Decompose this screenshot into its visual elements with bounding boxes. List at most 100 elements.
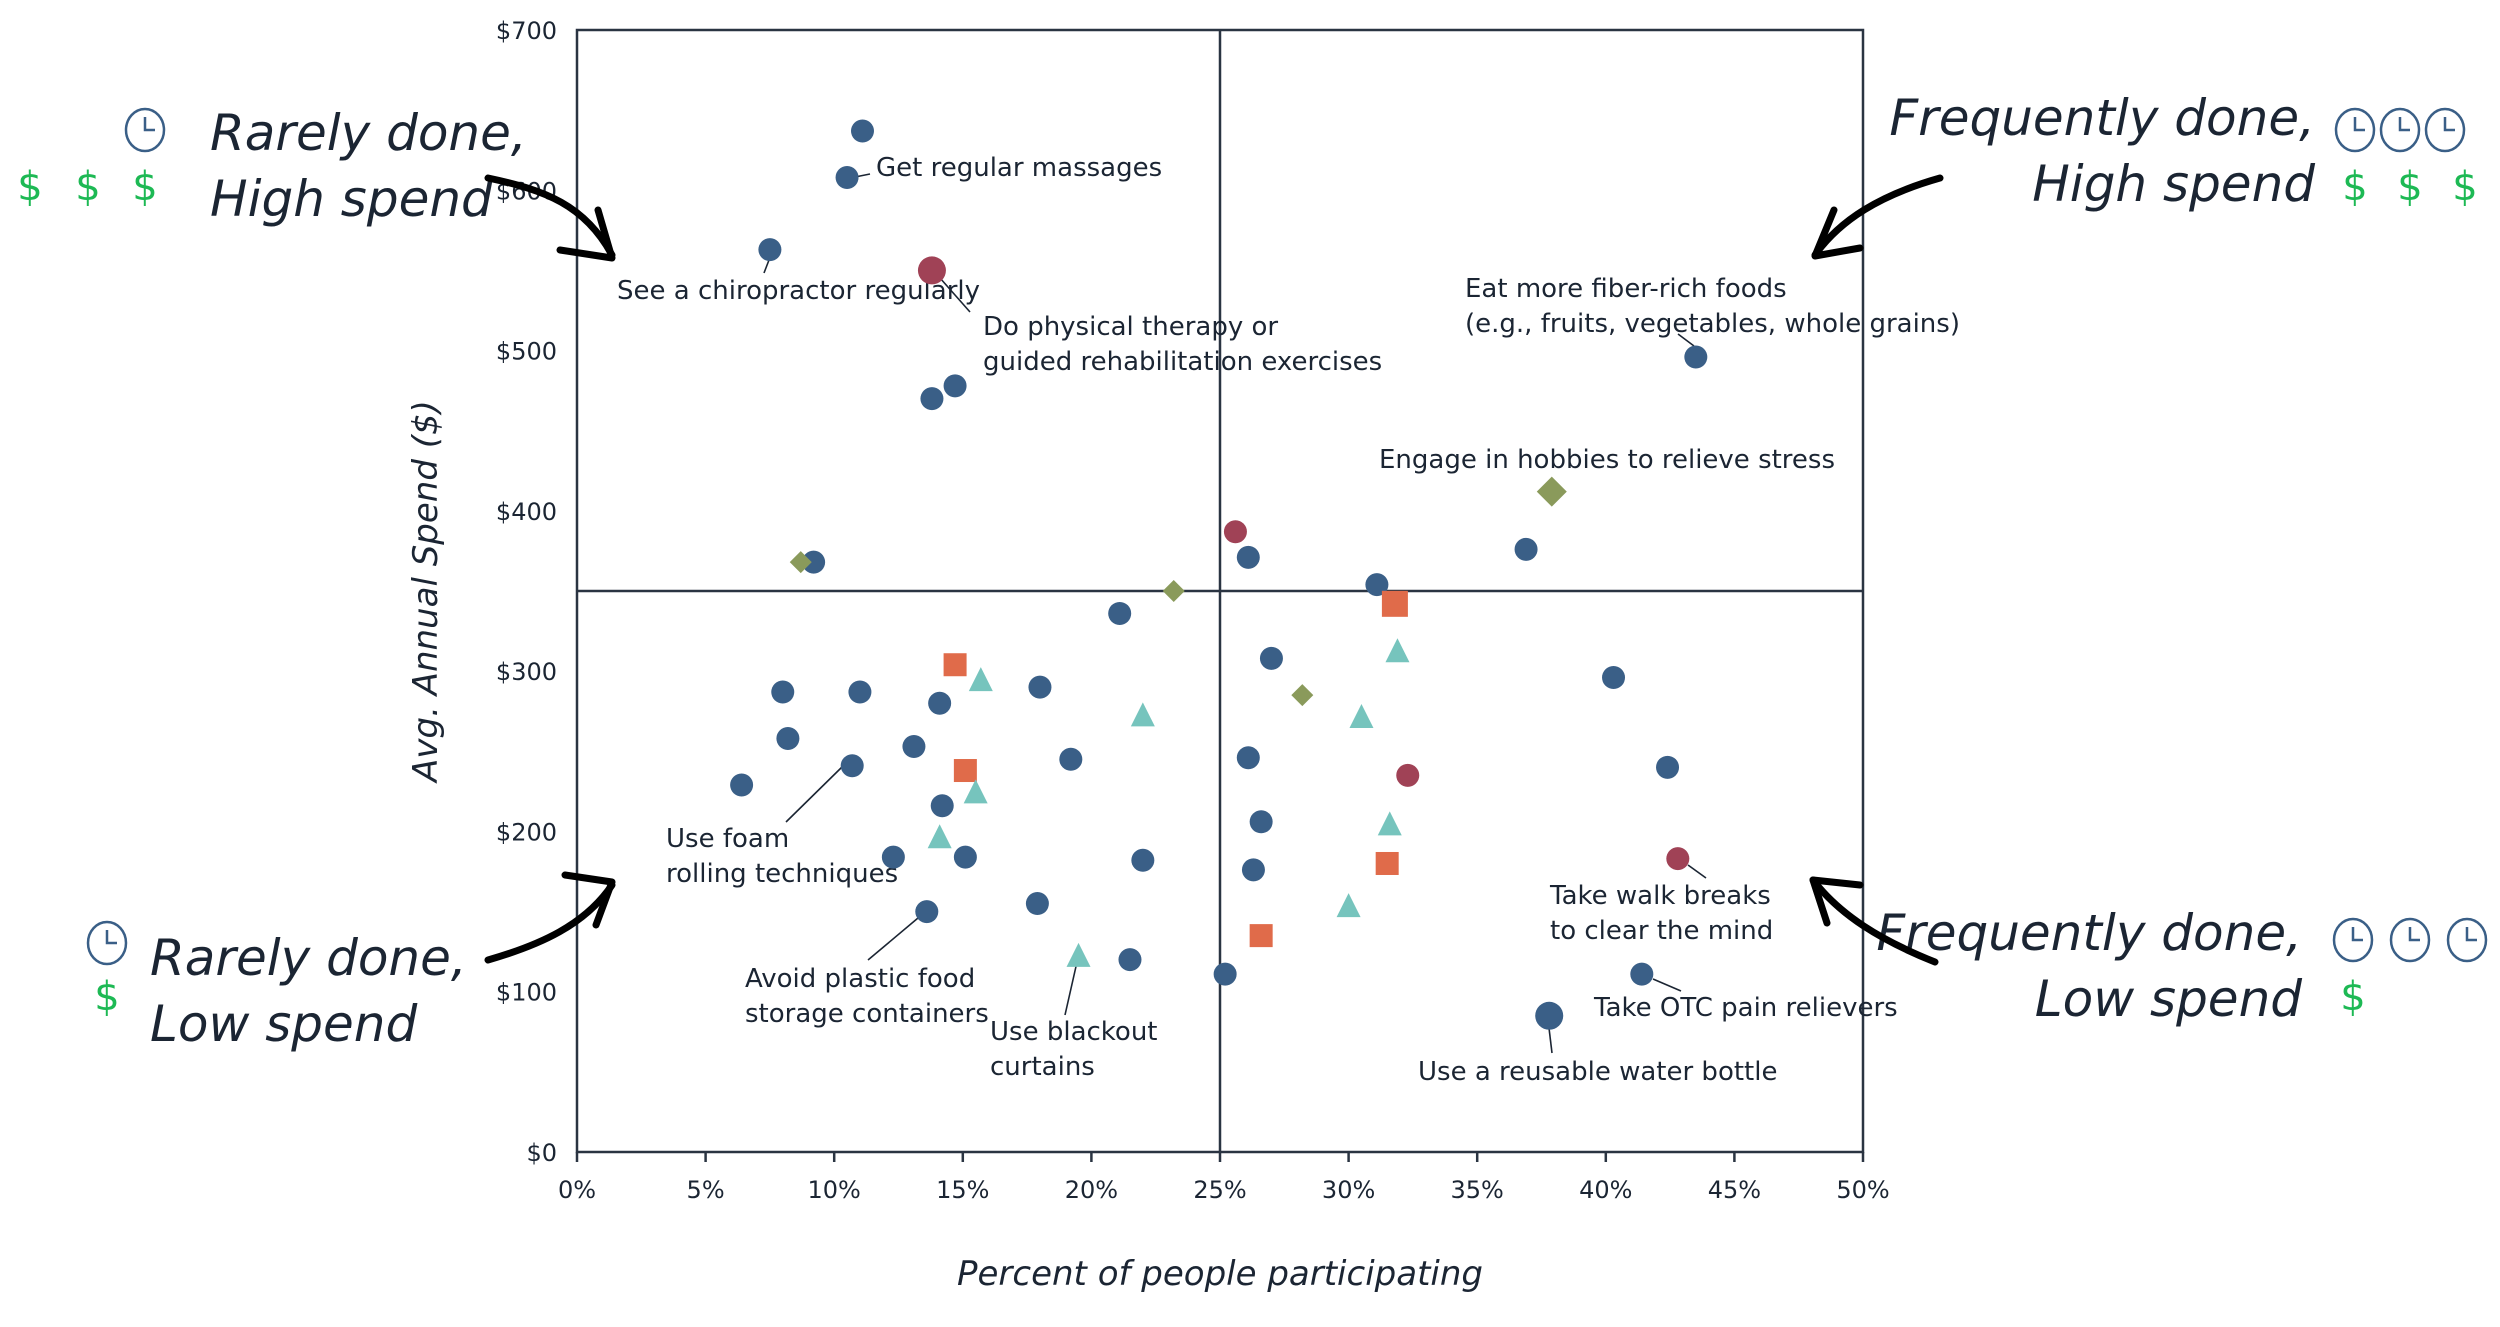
data-point-red-circle <box>1223 520 1247 544</box>
quadrant-label: Rarely done, Low spend <box>150 929 467 1053</box>
data-point-orange-square <box>953 759 977 783</box>
arrow-icon <box>484 174 616 259</box>
point-label: Take OTC pain relievers <box>1593 993 1898 1023</box>
dollar-icon: $ <box>132 164 157 210</box>
data-points <box>730 119 1708 1030</box>
data-point-teal-triangle <box>927 824 952 849</box>
label-leader-line <box>1652 978 1682 992</box>
point-label: Use a reusable water bottle <box>1418 1057 1777 1087</box>
quadrant-label: Frequently done, High spend <box>1889 89 2315 213</box>
data-point-blue-circle <box>1249 810 1273 834</box>
dollar-icon: $ <box>2340 974 2365 1020</box>
data-point-blue-circle <box>802 550 826 574</box>
data-point-blue-circle <box>1059 747 1083 771</box>
arrow-head-icon <box>561 871 616 929</box>
data-point-blue-circle <box>1236 545 1260 569</box>
label-leader-line <box>1687 864 1707 879</box>
x-tick-label: 45% <box>1708 1176 1761 1204</box>
data-point-blue-circle <box>1684 345 1708 369</box>
arrow-head-icon <box>1811 206 1864 260</box>
y-axis-title: Avg. Annual Spend ($) <box>406 400 446 784</box>
data-point-blue-circle <box>1025 892 1049 916</box>
data-point-teal-triangle <box>1336 893 1361 918</box>
data-point-blue-circle <box>1213 962 1237 986</box>
data-point-blue-circle <box>1131 848 1155 872</box>
data-point-teal-triangle <box>963 779 988 804</box>
data-point-blue-circle <box>920 387 944 411</box>
data-point-blue-circle <box>943 374 967 398</box>
data-point-blue-circle <box>1630 962 1654 986</box>
data-point-blue-circle <box>902 734 926 758</box>
data-point-orange-square <box>943 653 967 677</box>
data-point-red-circle <box>917 256 946 285</box>
data-point-blue-circle <box>758 238 782 262</box>
data-point-teal-triangle <box>1130 702 1155 727</box>
data-point-blue-circle <box>930 794 954 818</box>
y-tick-label: $400 <box>496 498 557 526</box>
x-tick-label: 5% <box>687 1176 725 1204</box>
data-point-blue-circle <box>1602 666 1626 690</box>
data-point-blue-circle <box>840 754 864 778</box>
annotation-top-left: Rarely done, High spend $ $ $ <box>17 104 616 262</box>
clock-icon <box>86 920 128 966</box>
data-point-blue-circle <box>776 726 800 750</box>
dollar-icon: $ <box>94 974 119 1020</box>
clock-icon <box>2332 917 2374 963</box>
label-leader-line <box>1548 1027 1553 1054</box>
point-label: Get regular massages <box>876 153 1162 183</box>
data-point-blue-circle <box>1259 646 1283 670</box>
label-leader-line <box>1677 333 1695 347</box>
y-tick-label: $500 <box>496 338 557 366</box>
data-point-teal-triangle <box>1349 704 1374 729</box>
dollar-icon: $ <box>17 164 42 210</box>
data-point-orange-square <box>1249 924 1273 948</box>
data-point-blue-circle <box>953 845 977 869</box>
data-point-orange-square <box>1381 590 1408 617</box>
label-leader-line <box>939 277 971 313</box>
data-point-red-circle <box>1666 847 1690 871</box>
label-leader-line <box>1064 961 1078 1016</box>
y-tick-label: $700 <box>496 17 557 45</box>
annotation-top-right: Frequently done, High spend $ $ $ <box>1811 89 2478 260</box>
x-tick-label: 25% <box>1193 1176 1246 1204</box>
data-point-blue-circle <box>850 119 874 143</box>
axes: 0% 5% 10% 15% 20% 25% 30% 35% 40% 45% 50% $0 $100 $20… <box>496 17 1890 1204</box>
point-label: Use foam rolling techniques <box>666 824 898 889</box>
data-point-blue-circle <box>848 680 872 704</box>
point-label: Take walk breaks to clear the mind <box>1549 881 1773 946</box>
data-point-blue-circle <box>1365 573 1389 597</box>
x-tick-label: 35% <box>1451 1176 1504 1204</box>
clock-icon <box>2334 107 2376 153</box>
data-point-blue-circle <box>1656 755 1680 779</box>
data-point-blue-circle <box>771 680 795 704</box>
x-tick-label: 15% <box>936 1176 989 1204</box>
x-tick-label: 40% <box>1579 1176 1632 1204</box>
quadrant-annotations: Rarely done, High spend$ $ $Frequently done… <box>17 89 2488 1053</box>
data-point-orange-square <box>1375 851 1399 875</box>
data-point-blue-circle <box>1118 948 1142 972</box>
dollar-icon: $ <box>2452 164 2477 210</box>
data-point-blue-circle <box>1028 675 1052 699</box>
y-tick-label: $200 <box>496 818 557 846</box>
data-point-blue-circle <box>835 165 859 189</box>
y-tick-label: $0 <box>526 1139 557 1167</box>
data-point-blue-circle <box>881 845 905 869</box>
data-point-green-diamond <box>1291 684 1314 707</box>
dollar-icon: $ <box>75 164 100 210</box>
data-point-blue-circle <box>928 691 952 715</box>
data-point-blue-circle <box>1108 601 1132 625</box>
clock-icon <box>2424 107 2466 153</box>
x-tick-label: 10% <box>808 1176 861 1204</box>
point-label: Avoid plastic food storage containers <box>745 964 989 1029</box>
point-labels: Get regular massages See a chiropractor r… <box>617 153 1960 1087</box>
point-label: See a chiropractor regularly <box>617 276 980 306</box>
point-label: Eat more fiber-rich foods (e.g., fruits, … <box>1465 274 1960 339</box>
data-point-blue-circle <box>915 900 939 924</box>
data-point-teal-triangle <box>1385 638 1410 663</box>
data-point-blue-circle <box>1241 858 1265 882</box>
data-point-green-diamond <box>1162 580 1185 602</box>
data-point-red-circle <box>1396 763 1420 787</box>
arrow-icon <box>1809 876 1939 966</box>
quadrant-label: Frequently done, Low spend <box>1876 904 2302 1028</box>
data-point-blue-circle <box>730 773 754 797</box>
